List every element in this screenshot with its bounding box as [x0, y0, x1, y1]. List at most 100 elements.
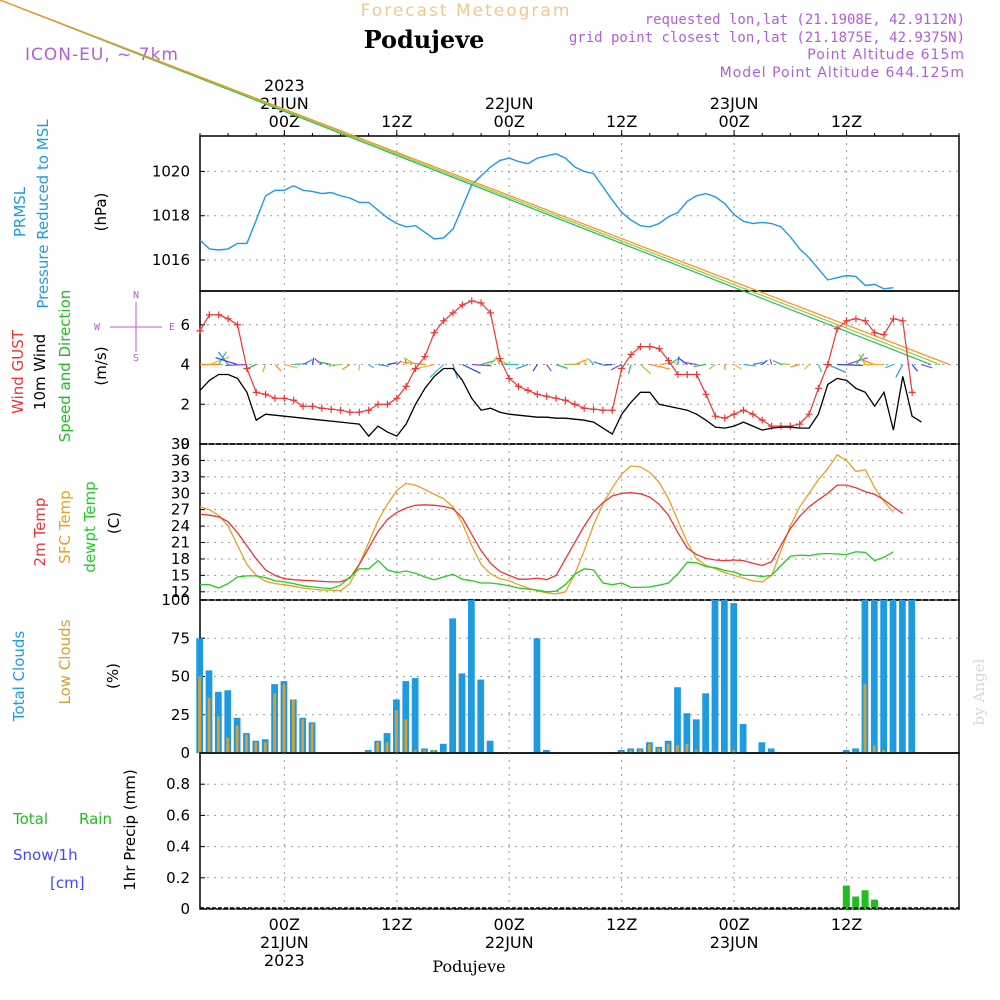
cloud-tick-label: 25: [171, 706, 190, 724]
low-cloud-bar: [891, 751, 895, 753]
total-cloud-bar: [692, 719, 700, 753]
wind-gust-marker: [833, 325, 841, 333]
wind-gust-marker: [243, 364, 251, 372]
low-cloud-bar: [217, 716, 220, 753]
wind-gust-marker: [374, 400, 382, 408]
wind-direction-arrow: [860, 358, 875, 366]
chart-title: Forecast Meteogram: [361, 1, 572, 21]
wind-direction-arrow: [319, 361, 332, 366]
pressure-frame: [199, 135, 960, 292]
low-cloud-bar: [882, 749, 886, 753]
total-cloud-bar: [533, 638, 541, 753]
wind-gust-marker: [655, 345, 663, 353]
cloud-tick-label: 75: [171, 629, 190, 647]
wind-gust-marker: [496, 355, 504, 363]
total-cloud-bar: [458, 673, 466, 753]
pressure-tick-label: 1018: [152, 207, 190, 225]
total-cloud-bar: [702, 693, 709, 753]
total-clouds-label: Total Clouds: [10, 631, 28, 723]
wind-direction-arrow: [368, 364, 374, 369]
wind-direction-arrow: [895, 364, 904, 378]
temp-tick-label: 15: [171, 566, 190, 584]
wind-gust-marker: [327, 405, 335, 413]
wind-gust-marker: [505, 374, 513, 382]
low-cloud-bar: [441, 751, 445, 753]
wind-direction-arrow: [574, 359, 586, 366]
wind-gust-marker: [702, 390, 710, 398]
wind-direction-arrow: [627, 364, 632, 374]
low-cloud-bar: [629, 749, 633, 753]
total-cloud-bar: [842, 749, 850, 753]
precip-panel: 0 0.2 0.4 0.6 0.8: [166, 752, 960, 918]
precip-tick-label: 0.8: [166, 775, 190, 793]
total-cloud-bar: [486, 740, 494, 753]
total-cloud-bar: [852, 748, 859, 753]
bottom-tick-label: 00Z: [718, 915, 749, 934]
wind-direction-arrow: [779, 363, 791, 366]
wind-gust-marker: [393, 394, 401, 402]
wind-gust-marker: [786, 422, 794, 430]
wind-tick-label: 4: [180, 356, 190, 374]
wind-gust-marker: [730, 410, 738, 418]
wind-direction-arrow: [377, 363, 390, 367]
wind-gust-marker: [899, 317, 907, 325]
low-cloud-bar: [723, 751, 726, 753]
total-cloud-bar: [439, 743, 447, 753]
low-cloud-bar: [694, 749, 698, 753]
wind-gust-marker: [636, 343, 644, 351]
wind-gust-marker: [440, 317, 448, 325]
bottom-date-label: 23JUN: [710, 933, 759, 952]
low-cloud-bar: [273, 693, 276, 753]
wind-gust-marker: [308, 402, 316, 410]
wind-direction-arrow: [693, 363, 707, 368]
wind-gust-marker: [561, 396, 569, 404]
pressure-msl-label: Pressure Reduced to MSL: [34, 119, 52, 309]
wind-gust-marker: [299, 402, 307, 410]
wind-tick-label: 6: [180, 316, 190, 334]
wind-direction-arrow: [262, 364, 267, 373]
wind-tick-label: 2: [180, 395, 190, 413]
precip-grid: 0 0.2 0.4 0.6 0.8: [166, 753, 959, 918]
wind-direction-arrow: [682, 361, 697, 366]
wind-gust-marker: [280, 394, 288, 402]
total-cloud-bar: [730, 603, 738, 753]
rain-bar: [852, 896, 860, 909]
snow-label: Snow/1h: [13, 846, 78, 864]
low-cloud-bar: [704, 751, 707, 753]
low-cloud-bar: [404, 719, 408, 753]
temp-frame: [199, 443, 960, 601]
wind-gust-marker: [233, 321, 241, 329]
wind-gust-marker: [608, 406, 616, 414]
precip-tick-label: 0.6: [166, 806, 190, 824]
rain-bar: [870, 899, 878, 909]
top-date-label: 23JUN: [710, 94, 759, 113]
low-cloud-bar: [638, 749, 642, 753]
wind-direction-arrow: [921, 363, 933, 369]
low-cloud-bar: [254, 742, 258, 753]
precip-tick-label: 0.2: [166, 869, 190, 887]
low-cloud-bar: [872, 745, 876, 753]
wind-direction-arrow: [649, 363, 670, 370]
wind-gust-marker: [421, 353, 429, 361]
rain-bar: [861, 890, 869, 909]
temp-tick-label: 27: [171, 501, 190, 519]
temp2m-line: [199, 484, 904, 583]
top-tick-label: 12Z: [831, 112, 862, 131]
wind-gust-marker: [796, 420, 804, 428]
wind-direction-arrow: [593, 361, 604, 366]
requested-coords: requested lon,lat (21.1908E, 42.9112N): [645, 12, 965, 28]
wind-direction-arrow: [804, 364, 810, 370]
wind-direction-arrow: [583, 357, 588, 365]
point-altitude: Point Altitude 615m: [807, 47, 965, 63]
low-cloud-bar: [207, 697, 211, 753]
wind-gust-marker: [533, 390, 541, 398]
top-date-label: 21JUN: [260, 94, 309, 113]
wind-gust-label: Wind GUST: [9, 329, 27, 414]
temp-tick-label: 12: [171, 583, 190, 601]
wind-gust-marker: [665, 357, 673, 365]
wind-gust-marker: [215, 311, 223, 319]
pressure-tick-label: 1016: [152, 251, 190, 269]
top-year-label: 2023: [264, 76, 305, 95]
wind-gust-marker: [590, 405, 598, 413]
